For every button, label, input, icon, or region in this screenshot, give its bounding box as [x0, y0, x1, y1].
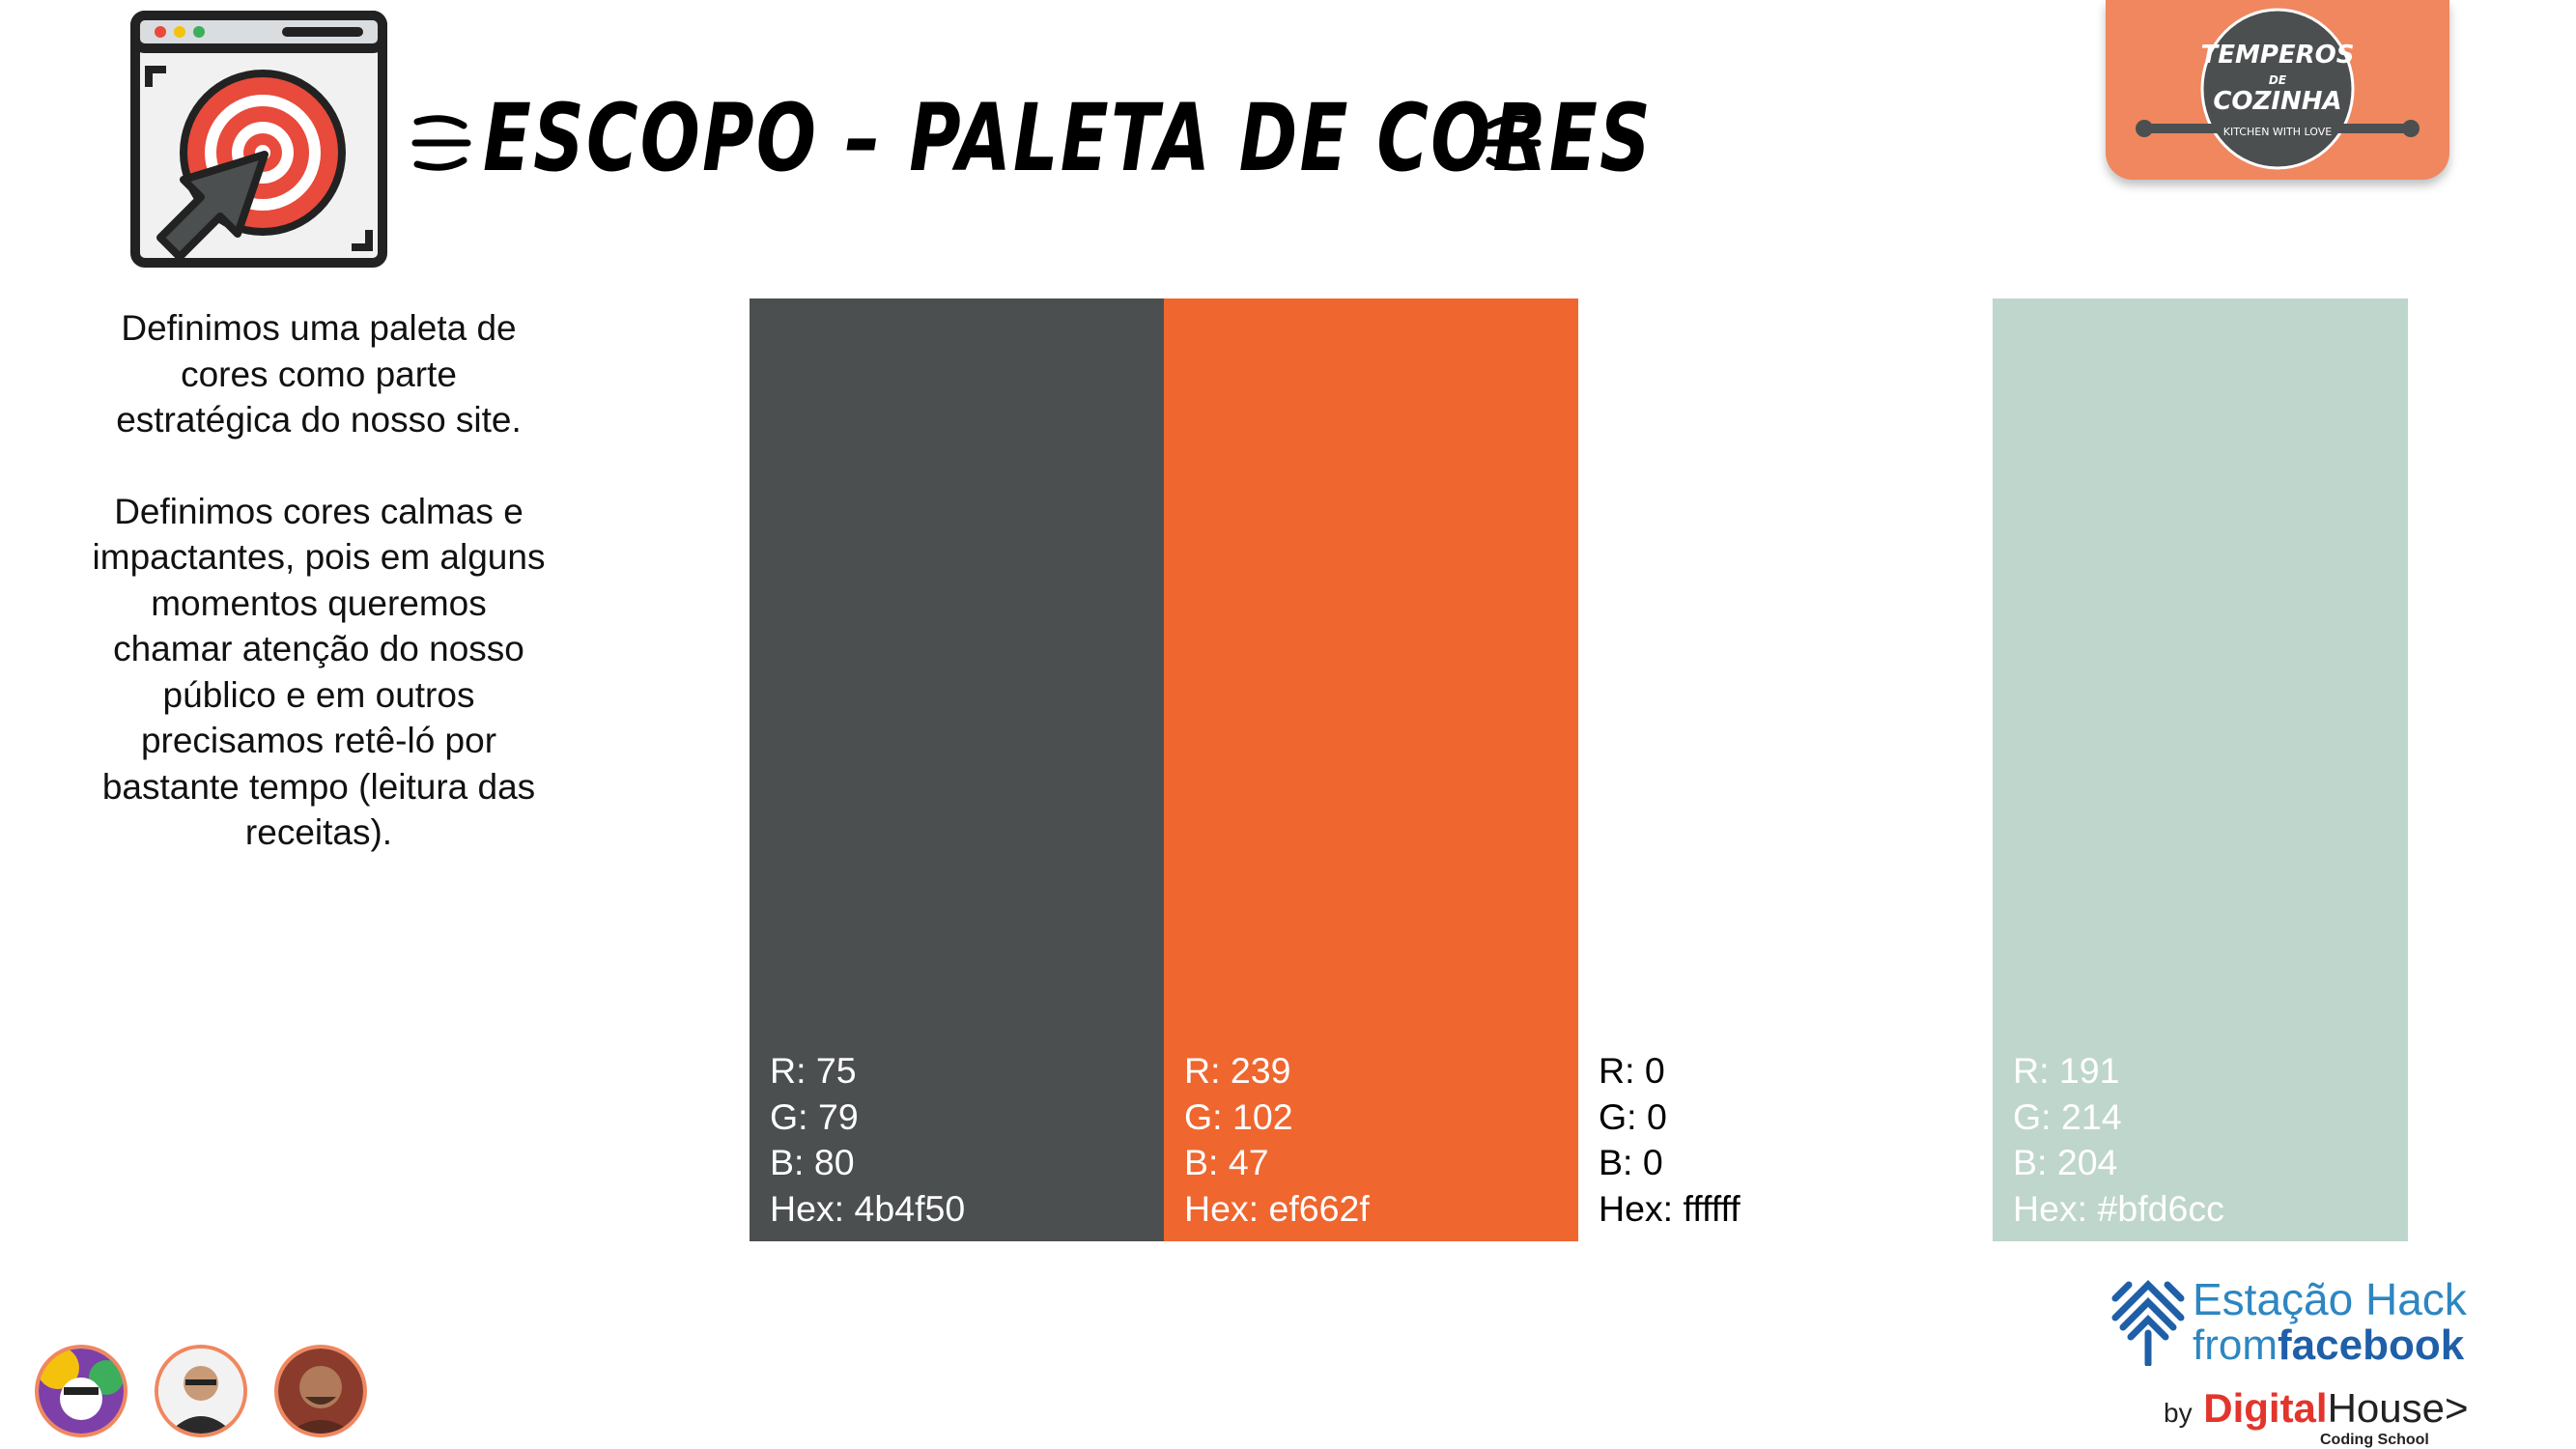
logo-line-2: DE	[2268, 73, 2287, 87]
swatch-g: G: 102	[1184, 1095, 1293, 1137]
team-avatar	[35, 1345, 127, 1437]
brand-line-2: fromfacebook	[2193, 1321, 2464, 1370]
swatch-b: B: 80	[770, 1142, 855, 1182]
left-squiggle-icon	[406, 104, 483, 182]
brand-from: from	[2193, 1321, 2278, 1369]
logo-line-3: COZINHA	[2213, 87, 2342, 116]
swatch-values: R: 239 G: 102 B: 47 Hex: ef662f	[1184, 1048, 1370, 1232]
description-paragraph-2: Definimos cores calmas e impactantes, po…	[92, 491, 546, 853]
swatch-white: R: 0 G: 0 B: 0 Hex: ffffff	[1578, 298, 1994, 1241]
swatch-g: G: 214	[2013, 1095, 2122, 1137]
target-cursor-icon	[127, 10, 390, 269]
team-avatar	[274, 1345, 367, 1437]
swatch-r: R: 0	[1599, 1050, 1665, 1091]
description: Definimos uma paleta de cores como parte…	[92, 305, 546, 856]
brand-house: House	[2327, 1385, 2445, 1431]
estacao-hack-logo: Estação Hack fromfacebook by DigitalHous…	[2096, 1265, 2469, 1449]
swatch-hex: Hex: #bfd6cc	[2013, 1187, 2224, 1229]
logo-line-1: TEMPEROS	[2200, 41, 2355, 70]
brand-line-1: Estação Hack	[2193, 1274, 2467, 1324]
description-paragraph-1: Definimos uma paleta de cores como parte…	[116, 308, 522, 440]
swatch-r: R: 191	[2013, 1050, 2120, 1091]
swatch-values: R: 75 G: 79 B: 80 Hex: 4b4f50	[770, 1048, 965, 1232]
swatch-g: G: 79	[770, 1095, 859, 1137]
swatch-g: G: 0	[1599, 1095, 1667, 1137]
logo-tagline: KITCHEN WITH LOVE	[2222, 126, 2333, 138]
swatch-dark-gray: R: 75 G: 79 B: 80 Hex: 4b4f50	[750, 298, 1165, 1241]
swatch-hex: Hex: ffffff	[1599, 1187, 1741, 1229]
brand-facebook: facebook	[2278, 1321, 2465, 1369]
swatch-b: B: 0	[1599, 1142, 1663, 1182]
swatch-values: R: 0 G: 0 B: 0 Hex: ffffff	[1599, 1048, 1741, 1232]
swatch-mint: R: 191 G: 214 B: 204 Hex: #bfd6cc	[1993, 298, 2408, 1241]
right-squiggle-icon	[1470, 104, 1547, 182]
page-title: ESCOPO – PALETA DE CORES	[483, 84, 1653, 192]
swatch-values: R: 191 G: 214 B: 204 Hex: #bfd6cc	[2013, 1048, 2224, 1232]
brand-chevron: >	[2445, 1385, 2469, 1431]
temperos-logo: TEMPEROS DE COZINHA KITCHEN WITH LOVE	[2106, 0, 2449, 180]
swatch-b: B: 204	[2013, 1142, 2118, 1182]
swatch-r: R: 75	[770, 1050, 857, 1091]
swatch-r: R: 239	[1184, 1050, 1291, 1091]
estacao-hack-mark-icon	[2111, 1280, 2185, 1366]
swatch-b: B: 47	[1184, 1142, 1269, 1182]
brand-digital: Digital	[2203, 1385, 2328, 1431]
brand-line-3: by DigitalHouse>	[2164, 1385, 2469, 1432]
team-avatar	[155, 1345, 247, 1437]
brand-line-4: Coding School	[2320, 1432, 2429, 1448]
brand-by: by	[2164, 1398, 2193, 1428]
swatch-orange: R: 239 G: 102 B: 47 Hex: ef662f	[1164, 298, 1579, 1241]
swatch-hex: Hex: ef662f	[1184, 1187, 1370, 1229]
swatch-hex: Hex: 4b4f50	[770, 1187, 966, 1229]
